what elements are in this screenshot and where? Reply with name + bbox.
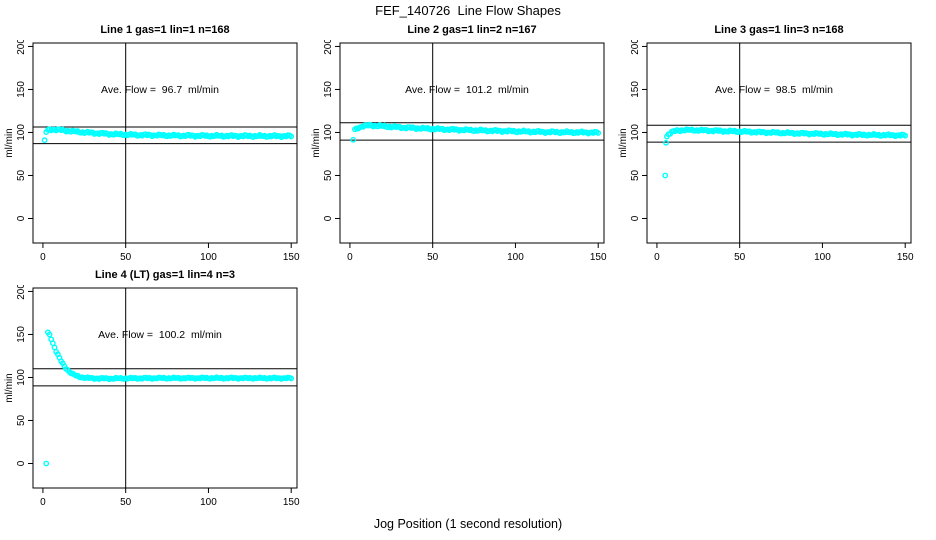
svg-text:ml/min: ml/min [4,373,15,402]
svg-text:0: 0 [16,215,27,221]
svg-text:ml/min: ml/min [311,128,322,157]
svg-text:100: 100 [323,124,334,141]
svg-text:0: 0 [323,215,334,221]
svg-text:0: 0 [630,215,641,221]
subplot-line-2: Line 2 gas=1 lin=2 n=167 Ave. Flow = 101… [307,22,619,268]
svg-text:200: 200 [16,285,27,300]
svg-text:0: 0 [40,252,46,263]
svg-text:200: 200 [16,40,27,55]
svg-text:200: 200 [323,40,334,55]
svg-text:50: 50 [630,169,641,181]
svg-text:100: 100 [507,252,524,263]
subplot-title: Line 4 (LT) gas=1 lin=4 n=3 [94,269,236,281]
plot-canvas: 0 50 100 150 0 50 100 150 200 ml/min [4,285,300,508]
ave-flow-annotation: Ave. Flow = 101.2 ml/min [405,84,529,96]
svg-text:50: 50 [120,497,132,508]
plot-canvas: 0 50 100 150 0 50 100 150 200 ml/min [311,40,607,263]
svg-text:100: 100 [16,124,27,141]
svg-text:50: 50 [734,252,746,263]
ave-flow-annotation: Ave. Flow = 100.2 ml/min [98,329,222,341]
svg-text:0: 0 [40,497,46,508]
svg-text:100: 100 [200,497,217,508]
svg-text:0: 0 [654,252,660,263]
svg-text:50: 50 [16,414,27,426]
ave-flow-annotation: Ave. Flow = 98.5 ml/min [715,84,833,96]
svg-text:100: 100 [630,124,641,141]
svg-text:150: 150 [630,81,641,98]
subplot-title: Line 1 gas=1 lin=1 n=168 [100,24,230,36]
subplot-line-3: Line 3 gas=1 lin=3 n=168 Ave. Flow = 98.… [614,22,926,268]
svg-text:0: 0 [16,460,27,466]
svg-text:150: 150 [283,497,300,508]
svg-text:ml/min: ml/min [4,128,15,157]
svg-text:50: 50 [16,169,27,181]
subplot-title: Line 2 gas=1 lin=2 n=167 [407,24,537,36]
svg-text:50: 50 [427,252,439,263]
svg-text:100: 100 [200,252,217,263]
svg-text:150: 150 [283,252,300,263]
svg-text:150: 150 [590,252,607,263]
svg-text:ml/min: ml/min [618,128,629,157]
page-title: FEF_140726 Line Flow Shapes [375,3,561,18]
svg-text:200: 200 [630,40,641,55]
svg-text:0: 0 [347,252,353,263]
plot-canvas: 0 50 100 150 0 50 100 150 200 ml/min [618,40,914,263]
svg-text:100: 100 [814,252,831,263]
subplot-title: Line 3 gas=1 lin=3 n=168 [714,24,844,36]
svg-text:150: 150 [16,326,27,343]
svg-text:150: 150 [323,81,334,98]
ave-flow-annotation: Ave. Flow = 96.7 ml/min [101,84,219,96]
subplot-line-4: Line 4 (LT) gas=1 lin=4 n=3 Ave. Flow = … [0,267,312,513]
plot-canvas: 0 50 100 150 0 50 100 150 200 ml/min [4,40,300,263]
svg-text:150: 150 [16,81,27,98]
svg-text:50: 50 [120,252,132,263]
subplot-line-1: Line 1 gas=1 lin=1 n=168 Ave. Flow = 96.… [0,22,312,268]
svg-text:100: 100 [16,369,27,386]
x-axis-title: Jog Position (1 second resolution) [373,517,563,531]
svg-text:50: 50 [323,169,334,181]
svg-text:150: 150 [897,252,914,263]
